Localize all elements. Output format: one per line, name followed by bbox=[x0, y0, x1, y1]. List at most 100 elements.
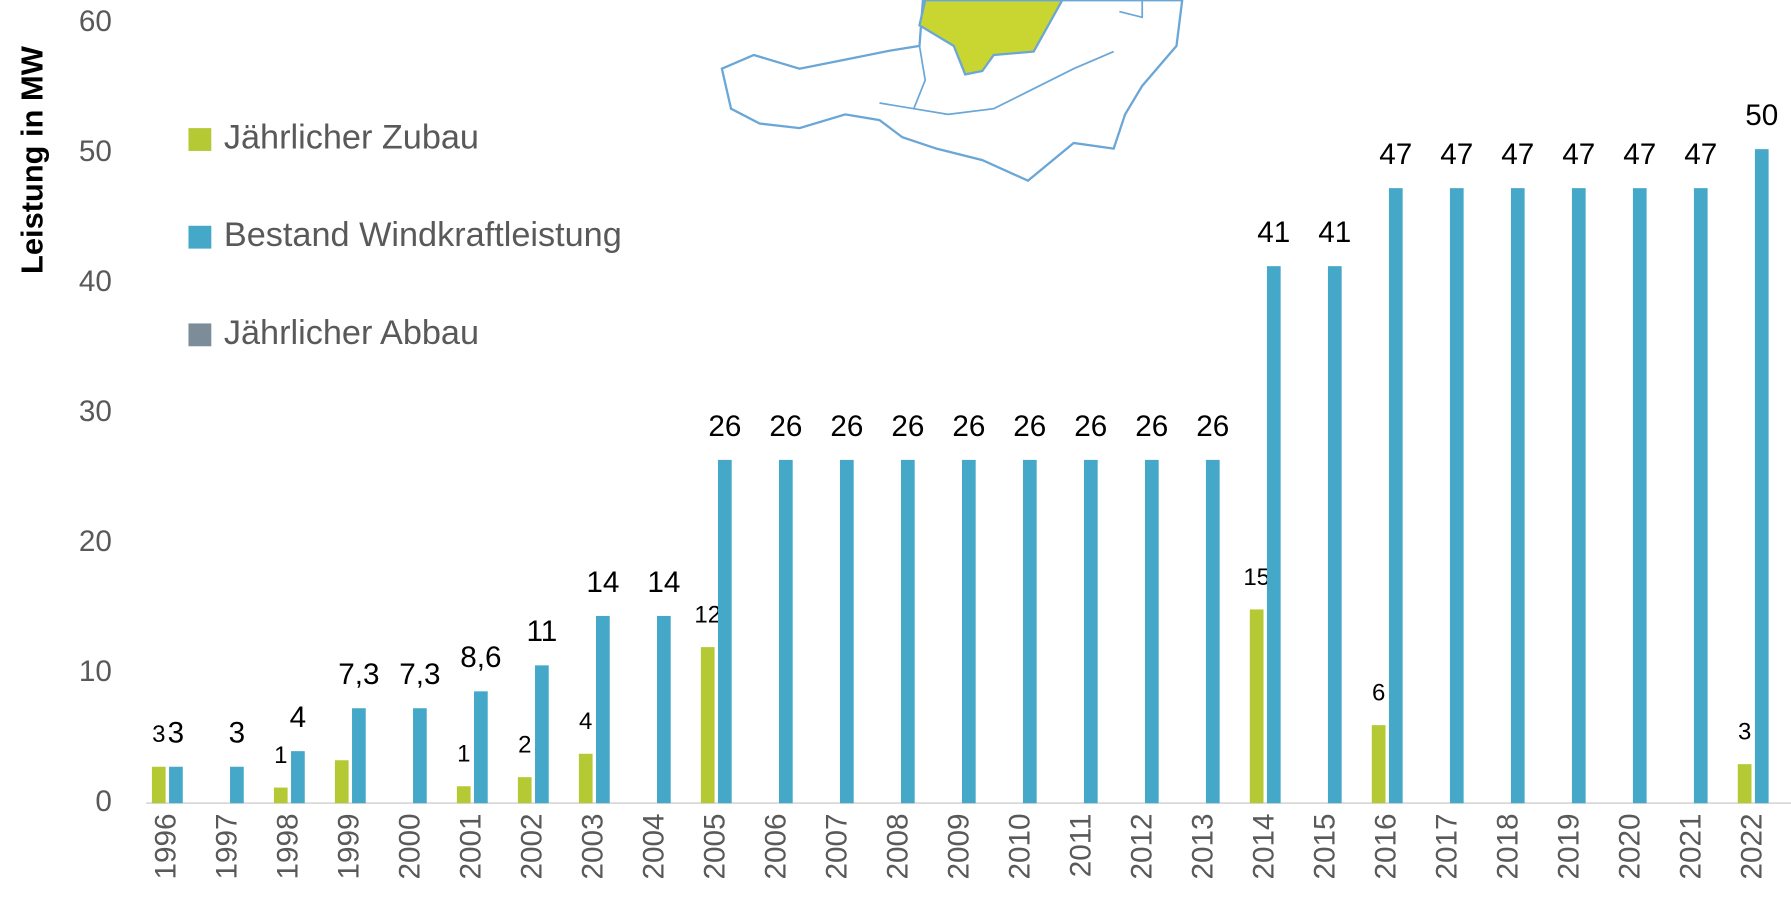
bar bbox=[1266, 266, 1281, 804]
legend-label: Bestand Windkraftleistung bbox=[224, 216, 622, 254]
bar bbox=[1632, 188, 1647, 804]
bar bbox=[700, 647, 715, 804]
x-tick-label: 1998 bbox=[272, 813, 305, 879]
value-label: 26 bbox=[891, 410, 924, 443]
x-tick-label: 2017 bbox=[1431, 813, 1464, 879]
value-label: 47 bbox=[1623, 138, 1656, 171]
x-tick-label: 2009 bbox=[943, 813, 976, 879]
bar bbox=[1144, 459, 1159, 804]
value-label: 2 bbox=[518, 732, 531, 759]
value-label: 3 bbox=[152, 721, 165, 748]
value-label: 41 bbox=[1257, 216, 1290, 249]
value-label: 47 bbox=[1684, 138, 1717, 171]
x-tick-label: 2005 bbox=[699, 813, 732, 879]
bar bbox=[839, 459, 854, 804]
value-label: 26 bbox=[1135, 410, 1168, 443]
bar bbox=[517, 777, 532, 804]
bar bbox=[1754, 149, 1769, 804]
value-label: 11 bbox=[526, 615, 557, 648]
map-decoration bbox=[720, 0, 1184, 182]
value-label: 47 bbox=[1379, 138, 1412, 171]
legend-swatch bbox=[188, 225, 212, 249]
bar bbox=[169, 766, 183, 804]
bar bbox=[1327, 266, 1342, 804]
bar bbox=[657, 615, 671, 804]
legend-swatch bbox=[188, 323, 212, 347]
x-tick-label: 2007 bbox=[821, 813, 854, 879]
value-label: 3 bbox=[229, 717, 246, 750]
x-tick-label: 1996 bbox=[150, 813, 183, 879]
bar bbox=[596, 615, 610, 804]
value-label: 4 bbox=[290, 701, 307, 734]
bar bbox=[273, 787, 288, 804]
x-tick-label: 2011 bbox=[1065, 813, 1098, 877]
x-tick-label: 2003 bbox=[577, 813, 610, 879]
value-label: 6 bbox=[1372, 680, 1385, 707]
y-tick-label: 30 bbox=[79, 395, 112, 428]
bar bbox=[535, 665, 549, 804]
value-label: 12 bbox=[694, 602, 721, 629]
value-label: 47 bbox=[1440, 138, 1473, 171]
x-tick-label: 1997 bbox=[211, 813, 244, 879]
x-tick-label: 2008 bbox=[882, 813, 915, 879]
x-tick-label: 2004 bbox=[638, 813, 671, 879]
value-label: 26 bbox=[1074, 410, 1107, 443]
value-label: 15 bbox=[1243, 564, 1270, 591]
value-label: 3 bbox=[168, 717, 185, 750]
value-label: 41 bbox=[1318, 216, 1351, 249]
bar bbox=[1371, 725, 1386, 804]
bar bbox=[1249, 609, 1264, 804]
bar bbox=[961, 459, 976, 804]
value-label: 7,3 bbox=[399, 658, 440, 691]
value-label: 50 bbox=[1745, 99, 1778, 132]
value-label: 7,3 bbox=[338, 658, 379, 691]
x-tick-label: 2018 bbox=[1492, 813, 1525, 879]
x-tick-label: 1999 bbox=[333, 813, 366, 879]
bar bbox=[1205, 459, 1220, 804]
x-tick-label: 2001 bbox=[455, 813, 488, 879]
bar bbox=[1571, 188, 1586, 804]
bar bbox=[1388, 188, 1403, 804]
bar bbox=[1449, 188, 1464, 804]
legend-label: Jährlicher Abbau bbox=[224, 314, 479, 352]
x-tick-label: 2012 bbox=[1126, 813, 1159, 879]
bar bbox=[900, 459, 915, 804]
bar bbox=[334, 760, 349, 804]
x-tick-label: 2014 bbox=[1248, 813, 1281, 879]
y-tick-label: 0 bbox=[95, 785, 112, 818]
bar bbox=[1693, 188, 1708, 804]
value-label: 47 bbox=[1501, 138, 1534, 171]
value-label: 14 bbox=[647, 566, 680, 599]
value-label: 26 bbox=[1196, 410, 1229, 443]
bar bbox=[1022, 459, 1037, 804]
value-label: 14 bbox=[586, 566, 619, 599]
bar bbox=[717, 459, 732, 804]
bar bbox=[778, 459, 793, 804]
value-label: 3 bbox=[1738, 719, 1751, 746]
bar bbox=[151, 766, 166, 804]
y-axis-label: Leistung in MW bbox=[14, 45, 49, 274]
value-label: 1 bbox=[457, 741, 470, 768]
value-label: 26 bbox=[1013, 410, 1046, 443]
x-tick-label: 2013 bbox=[1187, 813, 1220, 879]
x-tick-label: 2022 bbox=[1736, 813, 1769, 879]
bar bbox=[413, 708, 427, 804]
value-label: 26 bbox=[769, 410, 802, 443]
bar bbox=[1510, 188, 1525, 804]
x-tick-label: 2021 bbox=[1675, 813, 1708, 879]
y-tick-label: 60 bbox=[79, 5, 112, 38]
y-tick-label: 20 bbox=[79, 525, 112, 558]
value-label: 26 bbox=[708, 410, 741, 443]
bar bbox=[1083, 459, 1098, 804]
x-tick-label: 2015 bbox=[1309, 813, 1342, 879]
x-tick-label: 2002 bbox=[516, 813, 549, 879]
value-label: 26 bbox=[830, 410, 863, 443]
bar bbox=[291, 751, 305, 804]
bar bbox=[456, 786, 471, 804]
legend-label: Jährlicher Zubau bbox=[224, 119, 479, 157]
x-tick-label: 2006 bbox=[760, 813, 793, 879]
legend-swatch bbox=[188, 128, 212, 151]
value-label: 26 bbox=[952, 410, 985, 443]
value-label: 47 bbox=[1562, 138, 1595, 171]
